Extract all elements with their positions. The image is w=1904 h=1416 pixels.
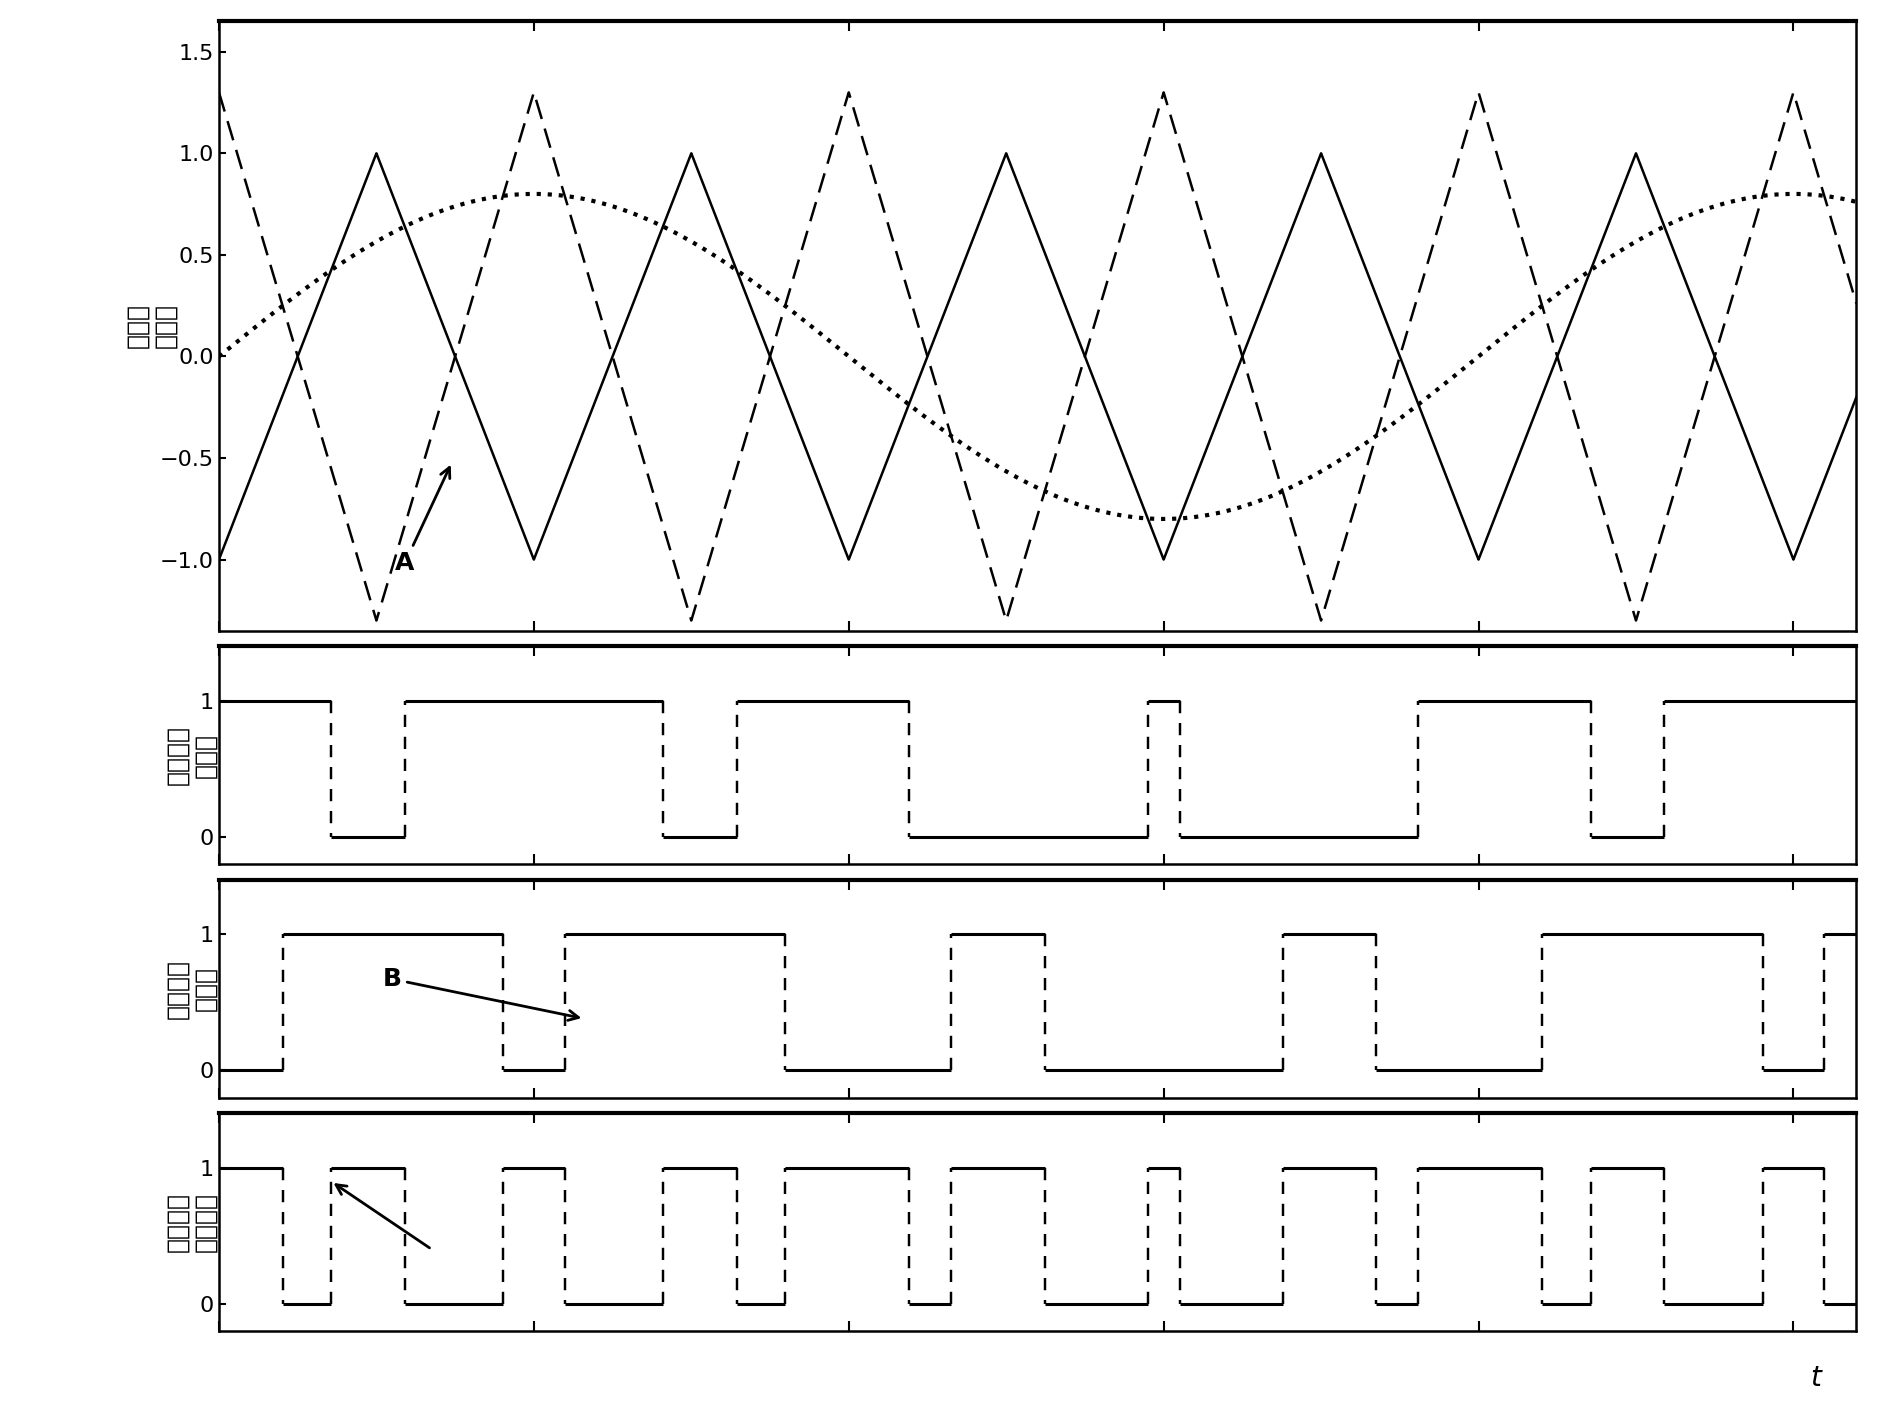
- Text: A: A: [396, 467, 449, 575]
- Y-axis label: 载波与
调制波: 载波与 调制波: [126, 303, 177, 348]
- Y-axis label: 右桥臂输
出电平: 右桥臂输 出电平: [166, 959, 217, 1018]
- Y-axis label: 左桥臂输
出电平: 左桥臂输 出电平: [166, 725, 217, 786]
- Text: B: B: [383, 967, 579, 1021]
- X-axis label: t: t: [1811, 1364, 1820, 1392]
- Y-axis label: 功率单元
输出电平: 功率单元 输出电平: [166, 1192, 217, 1252]
